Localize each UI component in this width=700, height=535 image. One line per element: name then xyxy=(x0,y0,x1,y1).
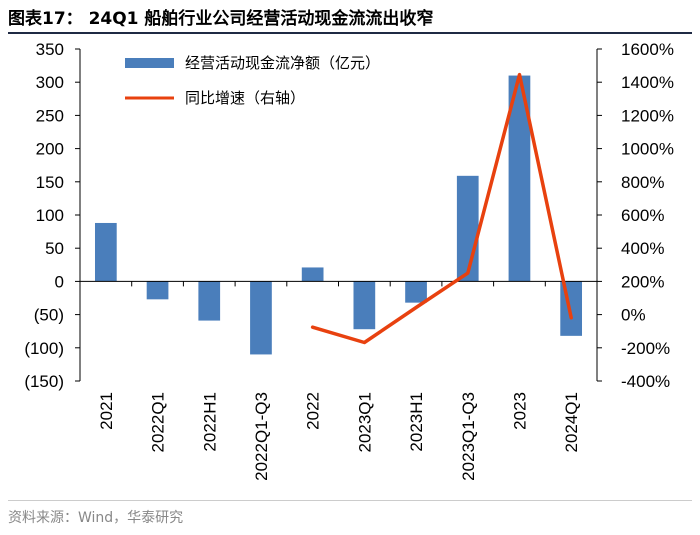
growth-line xyxy=(310,72,573,345)
x-axis-category-label: 2024Q1 xyxy=(562,392,581,453)
bar xyxy=(456,175,479,282)
x-axis-category-label: 2023 xyxy=(510,392,529,430)
bar xyxy=(250,281,272,355)
legend-bar-label: 经营活动现金流净额（亿元） xyxy=(185,54,380,72)
bar xyxy=(301,267,324,282)
right-axis-tick-label: 600% xyxy=(621,206,664,225)
bar-series xyxy=(94,75,583,355)
title-divider xyxy=(8,32,692,34)
line-series xyxy=(310,72,573,345)
left-axis-tick-label: 50 xyxy=(45,239,64,258)
x-axis-category-label: 2023Q1-Q3 xyxy=(459,392,478,481)
x-axis-category-label: 2021 xyxy=(97,392,116,430)
left-axis-tick-label: 350 xyxy=(36,40,64,59)
left-axis: (150) (100) (50) 0 50 100 150 200 250 300 350 xyxy=(24,40,81,391)
left-axis-tick-label: 300 xyxy=(36,73,64,92)
left-axis-tick-label: 100 xyxy=(36,206,64,225)
legend-bar-swatch xyxy=(125,58,174,68)
bar xyxy=(508,75,531,282)
right-axis-tick-label: 1000% xyxy=(621,140,674,159)
source-note: 资料来源：Wind，华泰研究 xyxy=(8,510,184,526)
legend: 经营活动现金流净额（亿元） 同比增速（右轴） xyxy=(125,54,380,107)
legend-line-label: 同比增速（右轴） xyxy=(185,89,305,107)
bar xyxy=(94,222,117,282)
chart-title: 图表17： 24Q1 船舶行业公司经营活动现金流流出收窄 xyxy=(8,9,434,29)
x-axis-category-label: 2023Q1 xyxy=(355,392,374,453)
bar xyxy=(198,281,221,321)
right-axis: -400% -200% 0% 200% 400% 600% 800% 1000% 1200% 14… xyxy=(596,40,674,391)
x-axis-category-label: 2022Q1 xyxy=(149,392,168,453)
right-axis-tick-label: 200% xyxy=(621,272,664,291)
x-axis-labels: 2021 2022Q1 2022H1 2022Q1-Q3 2022 2023Q1 2023H… xyxy=(97,392,581,481)
left-axis-tick-label: 200 xyxy=(36,140,64,159)
right-axis-tick-label: 1600% xyxy=(621,40,674,59)
x-axis-category-label: 2022Q1-Q3 xyxy=(252,392,271,481)
right-axis-tick-label: -400% xyxy=(621,372,670,391)
right-axis-tick-label: -200% xyxy=(621,339,670,358)
x-axis-category-label: 2022 xyxy=(304,392,323,430)
left-axis-tick-label: 250 xyxy=(36,106,64,125)
bar xyxy=(146,281,169,300)
source-divider xyxy=(8,500,692,501)
x-axis-category-label: 2023H1 xyxy=(407,392,426,452)
bar xyxy=(353,281,376,330)
zero-baseline xyxy=(79,280,598,287)
right-axis-tick-label: 0% xyxy=(621,306,646,325)
x-axis-category-label: 2022H1 xyxy=(200,392,219,452)
left-axis-tick-label: (50) xyxy=(34,306,64,325)
combo-chart: (150) (100) (50) 0 50 100 150 200 250 300 350 -400… xyxy=(24,40,674,481)
left-axis-tick-label: (100) xyxy=(24,339,64,358)
right-axis-tick-label: 1400% xyxy=(621,73,674,92)
left-axis-tick-label: (150) xyxy=(24,372,64,391)
left-axis-tick-label: 150 xyxy=(36,173,64,192)
left-axis-tick-label: 0 xyxy=(55,272,64,291)
right-axis-tick-label: 400% xyxy=(621,239,664,258)
right-axis-tick-label: 800% xyxy=(621,173,664,192)
bar xyxy=(405,281,427,303)
right-axis-tick-label: 1200% xyxy=(621,106,674,125)
